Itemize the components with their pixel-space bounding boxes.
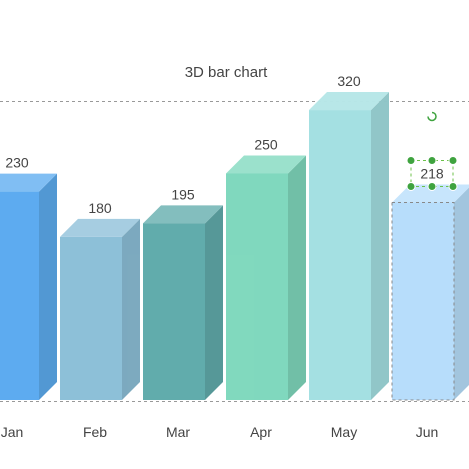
x-tick-jan: Jan [1, 424, 24, 440]
bar-side-face [288, 155, 306, 400]
bar-front-face [143, 223, 205, 400]
bar-jun[interactable] [392, 184, 469, 400]
selection-outline [391, 201, 455, 401]
bar-front-face [226, 173, 288, 400]
bar-jan[interactable] [0, 173, 57, 400]
bar-front-face [60, 236, 122, 400]
bar-side-face [39, 173, 57, 400]
x-axis-ticks: Jan Feb Mar Apr May Jun [1, 424, 439, 440]
bar-top-face [226, 155, 306, 174]
data-label-mar: 195 [171, 186, 195, 202]
resize-handle[interactable] [448, 181, 458, 191]
x-tick-apr: Apr [250, 424, 272, 440]
x-tick-mar: Mar [166, 424, 190, 440]
bar-may[interactable] [309, 92, 389, 400]
bar-feb[interactable] [60, 218, 140, 400]
bar-apr[interactable] [226, 155, 306, 400]
x-tick-may: May [331, 424, 357, 440]
data-label-may: 320 [337, 73, 361, 89]
x-tick-jun: Jun [416, 424, 439, 440]
selection-handles [391, 111, 458, 401]
bar-front-face [309, 110, 371, 400]
data-labels-layer: 230 180 195 250 320 218 [5, 73, 444, 216]
bar-top-face [60, 218, 140, 237]
bar-side-face [205, 205, 223, 400]
data-label-feb: 180 [88, 200, 112, 216]
bars-layer [0, 92, 469, 400]
resize-handle[interactable] [427, 155, 437, 165]
bar-top-face [143, 205, 223, 224]
data-label-jan: 230 [5, 155, 29, 171]
chart-title: 3D bar chart [185, 64, 268, 81]
bar-mar[interactable] [143, 205, 223, 400]
bar-side-face [371, 92, 389, 400]
data-label-jun: 218 [420, 165, 444, 181]
bar-side-face [454, 187, 469, 400]
resize-handle[interactable] [406, 181, 416, 191]
resize-handle[interactable] [427, 181, 437, 191]
data-label-apr: 250 [254, 136, 278, 152]
bar-top-face [0, 173, 57, 192]
bar-top-face [309, 92, 389, 111]
resize-handle[interactable] [406, 155, 416, 165]
bar-front-face [0, 191, 39, 400]
resize-handle[interactable] [448, 155, 458, 165]
bar-side-face [122, 218, 140, 400]
rotate-handle-icon[interactable] [427, 111, 437, 122]
x-tick-feb: Feb [83, 424, 107, 440]
bar-front-face [392, 202, 454, 400]
